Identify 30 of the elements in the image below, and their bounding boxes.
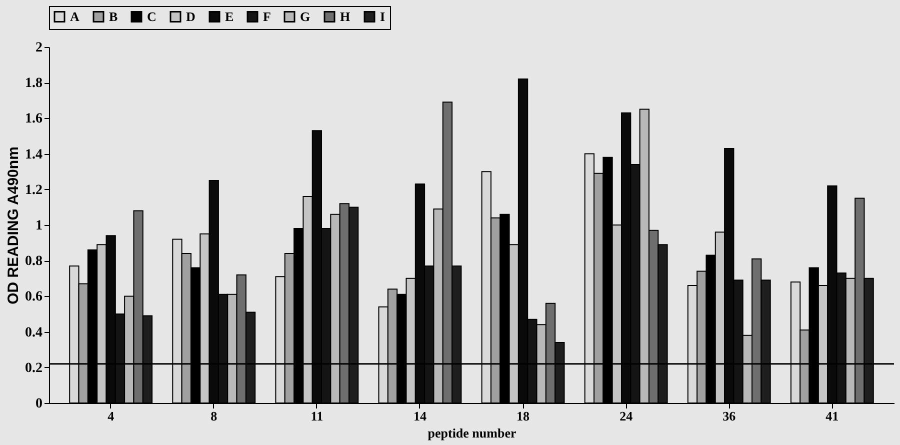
y-tick-label: 1.6 [25, 112, 42, 127]
x-tick-label: 8 [210, 408, 218, 424]
x-tick-label: 18 [516, 408, 530, 424]
y-tick-label: 2 [36, 40, 42, 56]
y-tick-label: 0.8 [25, 254, 42, 270]
y-tick-label: 1.4 [25, 147, 42, 162]
x-tick-label: 41 [826, 408, 839, 424]
legend-label: A [70, 8, 80, 24]
x-axis-title: peptide number [428, 426, 516, 440]
x-tick-label: 36 [722, 408, 736, 424]
legend-label: C [147, 8, 156, 24]
y-tick-label: 1.8 [25, 76, 42, 92]
legend-label: H [340, 8, 350, 24]
y-tick-label: 1.2 [25, 182, 42, 198]
legend-label: I [380, 8, 386, 24]
legend-label: D [186, 8, 196, 24]
y-tick-label: 1 [36, 218, 42, 234]
x-tick-label: 4 [108, 408, 115, 424]
legend-label: G [300, 8, 310, 24]
legend-label: B [109, 8, 118, 24]
y-axis-title: OD READING A490nm [5, 146, 22, 304]
y-tick-label: 0.4 [25, 325, 42, 340]
y-tick-label: 0 [36, 396, 42, 412]
y-tick-label: 0.6 [25, 290, 42, 305]
x-tick-label: 11 [310, 408, 324, 424]
x-tick-label: 14 [413, 408, 427, 424]
y-tick-label: 0.2 [25, 360, 42, 376]
x-tick-label: 24 [620, 408, 634, 424]
legend-label: F [263, 8, 271, 24]
legend-label: E [225, 8, 234, 24]
